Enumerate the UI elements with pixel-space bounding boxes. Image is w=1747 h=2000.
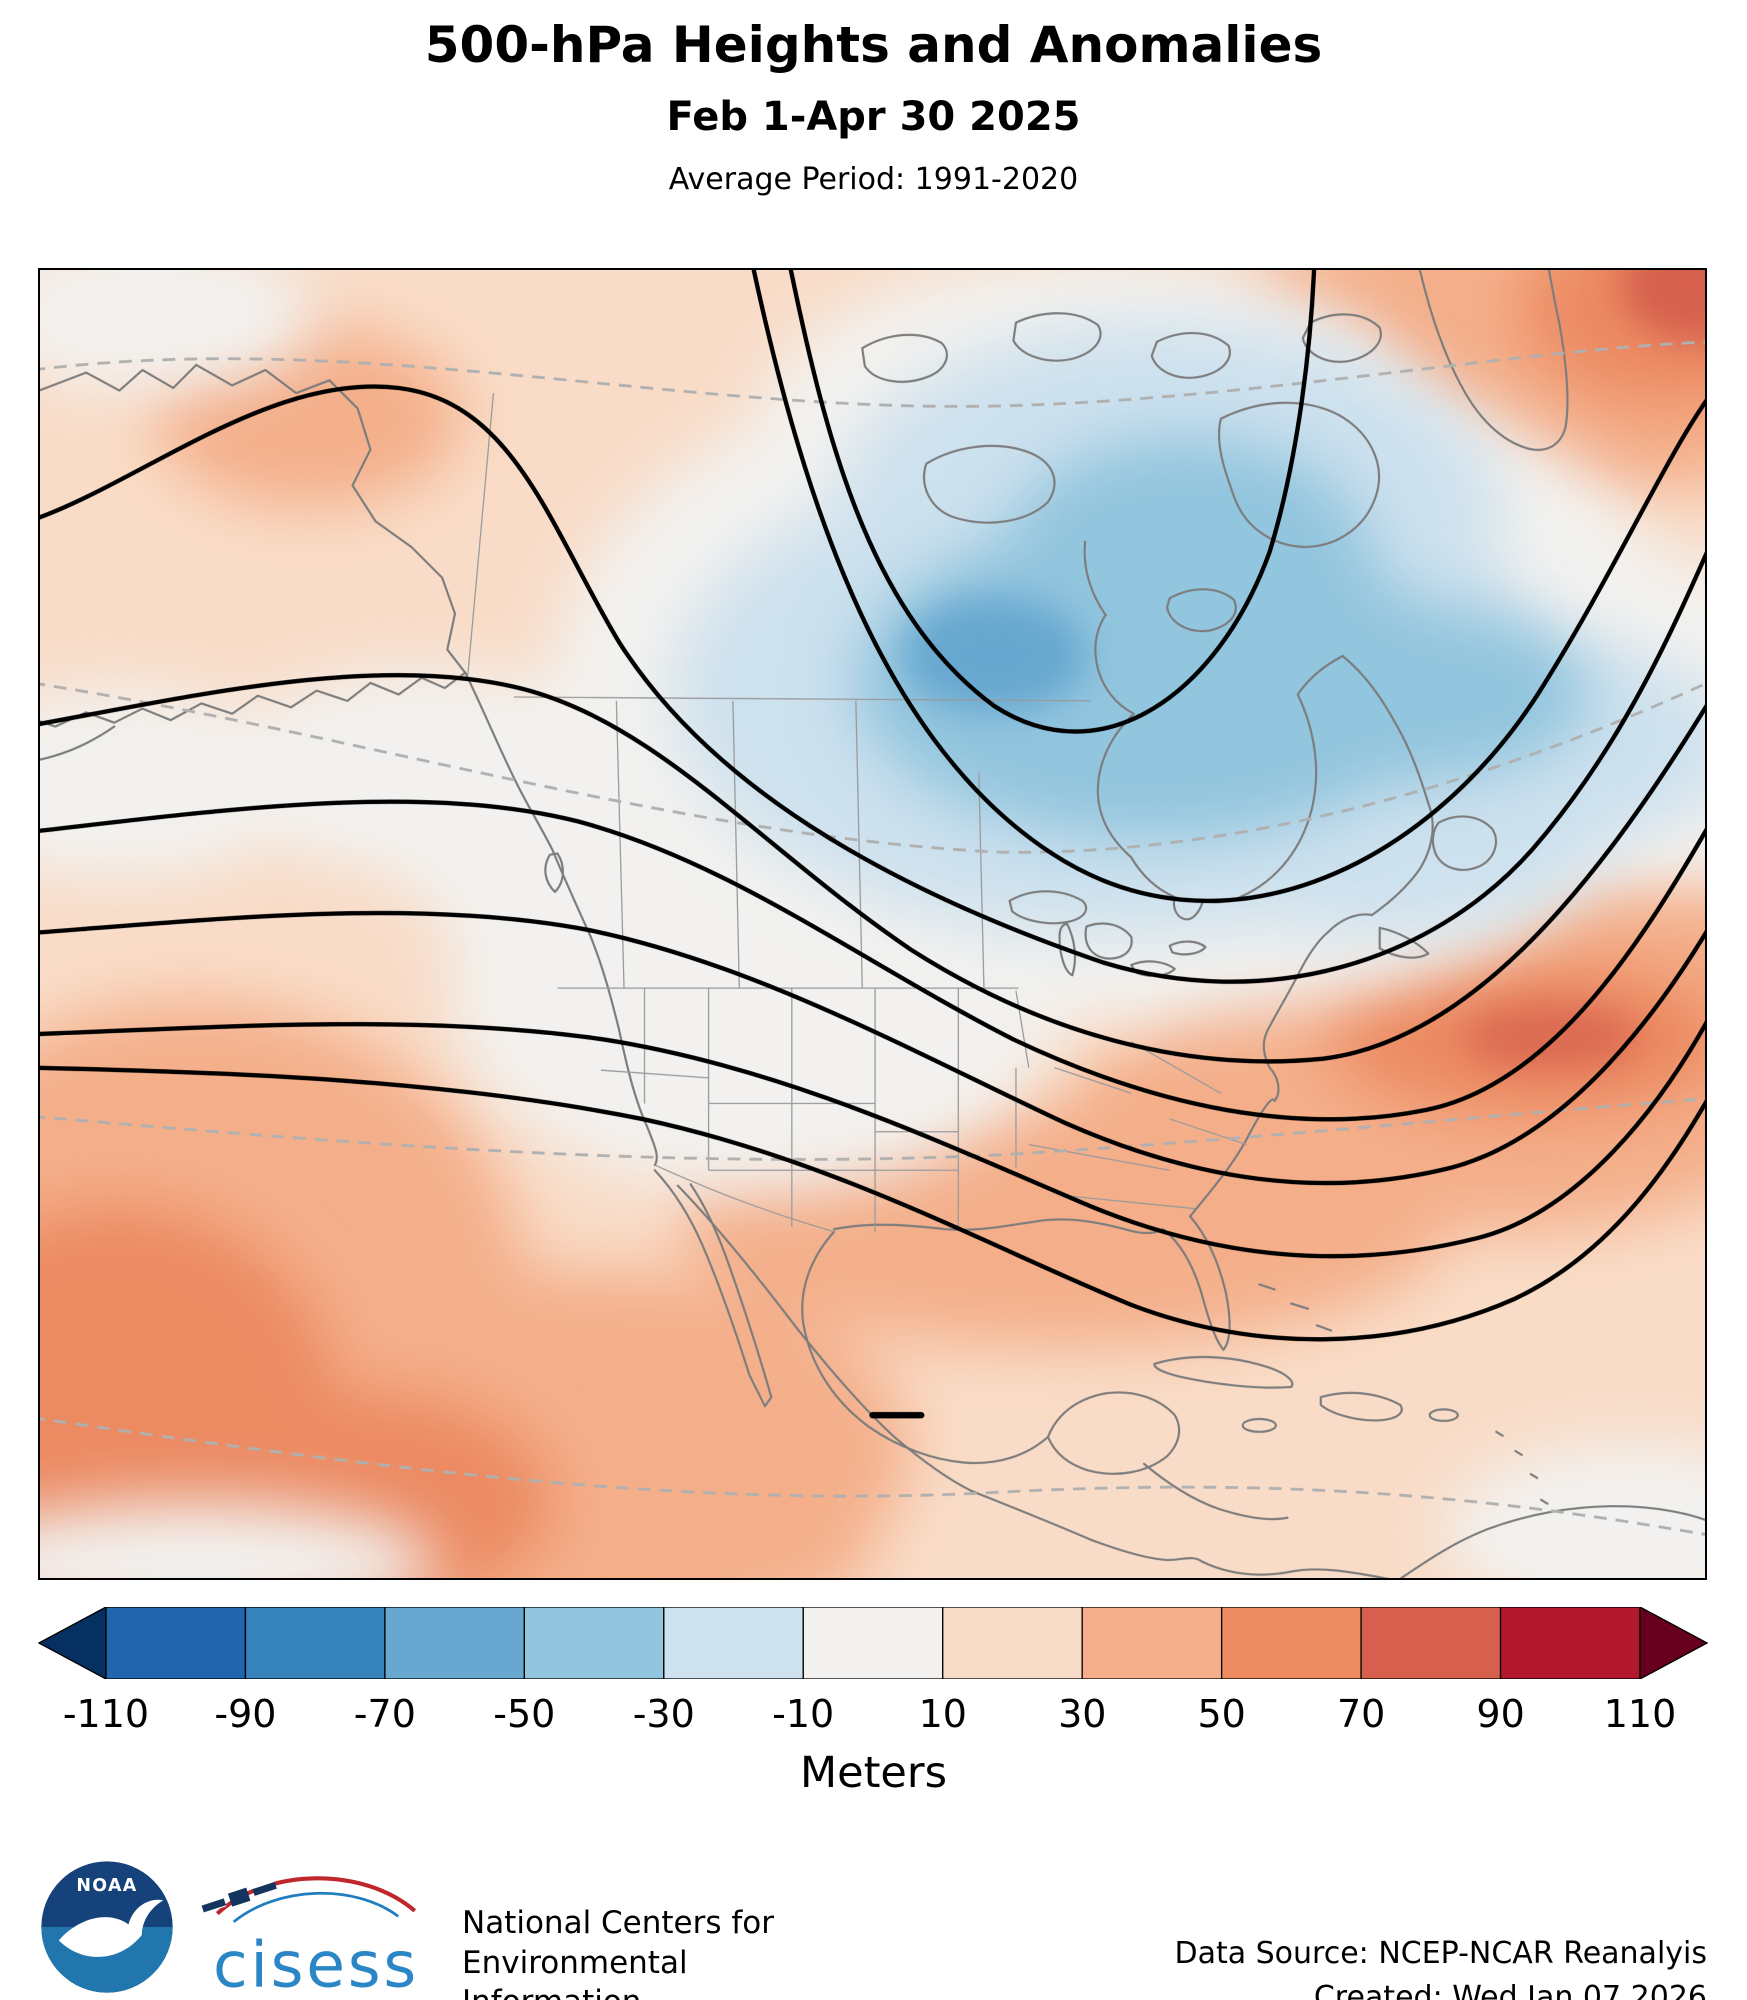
ncei-name-line3: Information xyxy=(462,1983,774,2000)
data-source-text: Data Source: NCEP-NCAR Reanalyis xyxy=(1174,1936,1707,1971)
coastline-honduras xyxy=(1142,1462,1289,1521)
colorbar-tick: 10 xyxy=(918,1692,967,1736)
ncei-name-line2: Environmental xyxy=(462,1944,688,1981)
coastline-baja xyxy=(653,1169,773,1408)
coastline-cuba xyxy=(1153,1355,1294,1389)
colorbar-segment xyxy=(244,1607,386,1679)
coastline-lake-huron xyxy=(1084,922,1133,960)
coastline-hispaniola xyxy=(1319,1391,1403,1422)
coastline-newfoundland xyxy=(1431,815,1497,871)
colorbar xyxy=(38,1607,1708,1679)
coastline-arctic-island-4 xyxy=(1301,313,1382,363)
colorbar-tick: 110 xyxy=(1603,1692,1677,1736)
coastline-lake-superior xyxy=(1008,890,1088,925)
coastline-labrador xyxy=(1341,654,1430,805)
colorbar-segment xyxy=(523,1607,665,1679)
colorbar-segment xyxy=(1081,1607,1223,1679)
cisess-blue-arc xyxy=(232,1892,400,1923)
coastline-jamaica xyxy=(1241,1417,1278,1433)
height-contour-trough-inner xyxy=(788,270,1317,734)
colorbar-segment xyxy=(105,1607,247,1679)
height-contour-3 xyxy=(40,799,1705,1122)
date-range-subtitle: Feb 1-Apr 30 2025 xyxy=(666,94,1081,140)
coastline-lake-ontario xyxy=(1168,940,1207,956)
colorbar-segment xyxy=(384,1607,526,1679)
coastline-gaspe xyxy=(1370,802,1434,917)
coastline-aleutians xyxy=(40,725,116,761)
cisess-logo-text: cisess xyxy=(213,1927,419,2000)
coastline-hudson-bay xyxy=(1094,613,1344,921)
height-contours xyxy=(40,270,1705,1419)
colorbar-unit-label: Meters xyxy=(800,1748,947,1798)
colorbar-tick: -90 xyxy=(214,1692,277,1736)
height-contour-trough-outer xyxy=(751,270,1705,903)
anomaly-fill-pos-70-90 xyxy=(1461,270,1705,1071)
source-info: Data Source: NCEP-NCAR Reanalyis Created… xyxy=(1174,1932,1707,2000)
coastline-puerto-rico xyxy=(1428,1408,1459,1423)
colorbar-arrow-left xyxy=(38,1607,107,1679)
colorbar-tick: 50 xyxy=(1197,1692,1246,1736)
colorbar-arrow-right xyxy=(1639,1607,1708,1679)
coastline-central-america xyxy=(970,1489,1390,1578)
coastline-new-england xyxy=(1327,913,1374,933)
coastline-baffin xyxy=(1217,401,1380,549)
anomaly-fill-neg-50-70 xyxy=(901,595,1087,714)
coastline-lake-michigan xyxy=(1058,922,1077,977)
coastline-mexico-gulf xyxy=(801,1230,1050,1465)
climatology-contours xyxy=(40,340,1705,1536)
coastline-greenland xyxy=(1418,270,1569,451)
colorbar-segment xyxy=(663,1607,804,1679)
noaa-logo-text: NOAA xyxy=(76,1876,137,1896)
coastline-southampton xyxy=(1165,588,1237,633)
map-frame xyxy=(38,268,1707,1580)
satellite-icon xyxy=(201,1880,278,1914)
coastline-yucatan xyxy=(1046,1391,1181,1475)
height-contour-6 xyxy=(40,1065,1705,1342)
coastline-alaska-south xyxy=(40,671,467,728)
height-contour-4 xyxy=(40,910,1705,1186)
ncei-name-line1: National Centers for xyxy=(462,1905,774,1941)
colorbar-tick: 70 xyxy=(1336,1692,1386,1736)
noaa-logo: NOAA xyxy=(41,1861,173,1993)
coastline-antilles xyxy=(1495,1430,1549,1505)
colorbar-segment xyxy=(1499,1607,1641,1679)
coastline-florida xyxy=(1162,1215,1231,1351)
average-period-label: Average Period: 1991-2020 xyxy=(668,162,1079,197)
colorbar-tick: -110 xyxy=(62,1692,150,1736)
colorbar-tick: -70 xyxy=(353,1692,416,1736)
coastline-arctic-island-2 xyxy=(1012,312,1102,362)
coastline-mexico-west xyxy=(676,1184,973,1492)
coastline-vancouver-island xyxy=(544,852,564,894)
height-contour-1 xyxy=(40,384,1705,984)
colorbar-tick: -10 xyxy=(772,1692,835,1736)
colorbar-tick: 90 xyxy=(1476,1692,1525,1736)
colorbar-segment xyxy=(942,1607,1083,1679)
coastline-arctic-island-3 xyxy=(1150,331,1231,379)
height-contour-2 xyxy=(40,672,1705,1064)
height-contour-5 xyxy=(40,1020,1705,1259)
colorbar-segment xyxy=(1220,1607,1362,1679)
footer: NOAA cisess National Centers for Environ… xyxy=(40,1856,1707,2000)
created-date-text: Created: Wed Jan 07 2026 xyxy=(1313,1979,1707,2000)
anomaly-map xyxy=(40,270,1705,1578)
colorbar-segment xyxy=(802,1607,944,1679)
colorbar-tick: 30 xyxy=(1058,1692,1107,1736)
coastline-alaska-north xyxy=(40,363,467,674)
cisess-logo: cisess xyxy=(201,1876,419,2000)
colorbar-ticks: -110 -90 -70 -50 -30 -10 10 30 50 70 90 … xyxy=(38,1692,1708,1740)
colorbar-tick: -30 xyxy=(632,1692,695,1736)
coastline-victoria xyxy=(923,444,1056,524)
coastline-gulf-us xyxy=(832,1218,1165,1235)
coastline-hudson-nw xyxy=(1083,540,1107,617)
coastline-arctic-island-1 xyxy=(861,333,948,383)
noaa-seagull-icon xyxy=(58,1899,164,1957)
page-title: 500-hPa Heights and Anomalies xyxy=(424,16,1323,74)
colorbar-segment xyxy=(1360,1607,1502,1679)
ncei-name: National Centers for Environmental Infor… xyxy=(462,1904,774,2000)
coastline-bahamas xyxy=(1258,1283,1333,1332)
colorbar-tick: -50 xyxy=(493,1692,556,1736)
